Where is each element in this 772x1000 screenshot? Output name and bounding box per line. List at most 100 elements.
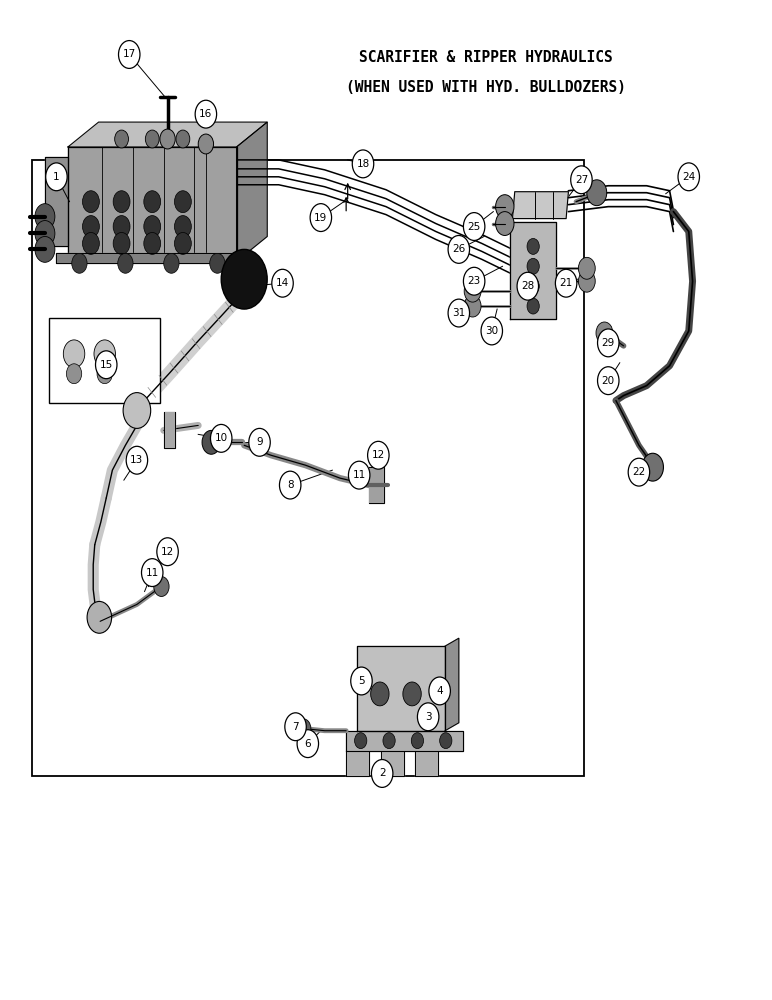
Circle shape — [527, 258, 540, 274]
Polygon shape — [510, 222, 556, 319]
Text: (WHEN USED WITH HYD. BULLDOZERS): (WHEN USED WITH HYD. BULLDOZERS) — [346, 80, 625, 95]
Circle shape — [598, 367, 619, 395]
Polygon shape — [357, 646, 445, 731]
Circle shape — [403, 682, 422, 706]
Circle shape — [157, 538, 178, 566]
Text: 27: 27 — [575, 175, 588, 185]
Circle shape — [354, 733, 367, 749]
Circle shape — [439, 733, 452, 749]
Text: 4: 4 — [436, 686, 443, 696]
Text: 12: 12 — [371, 450, 385, 460]
Circle shape — [464, 295, 481, 317]
Circle shape — [141, 559, 163, 587]
Circle shape — [642, 453, 663, 481]
Text: 3: 3 — [425, 712, 432, 722]
Circle shape — [115, 130, 128, 148]
Text: 29: 29 — [601, 338, 615, 348]
Circle shape — [578, 257, 595, 279]
Polygon shape — [369, 467, 384, 503]
Circle shape — [94, 340, 116, 368]
Circle shape — [118, 253, 133, 273]
Circle shape — [35, 236, 55, 262]
Circle shape — [429, 677, 450, 705]
Text: 6: 6 — [304, 739, 311, 749]
Circle shape — [35, 221, 55, 246]
Circle shape — [176, 130, 190, 148]
Text: 23: 23 — [468, 276, 481, 286]
Circle shape — [310, 204, 332, 231]
Polygon shape — [164, 412, 175, 448]
Circle shape — [596, 322, 613, 344]
Circle shape — [279, 471, 301, 499]
Circle shape — [164, 253, 179, 273]
Text: 1: 1 — [53, 172, 59, 182]
Circle shape — [174, 232, 191, 254]
Circle shape — [126, 446, 147, 474]
Circle shape — [371, 682, 389, 706]
Polygon shape — [513, 192, 568, 219]
Circle shape — [174, 216, 191, 237]
Circle shape — [198, 134, 214, 154]
Text: 8: 8 — [287, 480, 293, 490]
Text: 22: 22 — [632, 467, 645, 477]
Text: 20: 20 — [601, 376, 615, 386]
Circle shape — [210, 253, 225, 273]
Circle shape — [123, 393, 151, 428]
Circle shape — [463, 213, 485, 240]
Text: 14: 14 — [276, 278, 290, 288]
Circle shape — [628, 458, 650, 486]
Polygon shape — [45, 157, 68, 246]
Text: 16: 16 — [199, 109, 212, 119]
Circle shape — [35, 204, 55, 230]
Circle shape — [371, 760, 393, 787]
Polygon shape — [56, 253, 232, 263]
Circle shape — [195, 100, 217, 128]
Circle shape — [113, 191, 130, 213]
Text: 30: 30 — [486, 326, 499, 336]
Circle shape — [174, 191, 191, 213]
Text: 19: 19 — [314, 213, 327, 223]
Circle shape — [527, 238, 540, 254]
Text: 24: 24 — [682, 172, 696, 182]
Circle shape — [348, 461, 370, 489]
Circle shape — [66, 364, 82, 384]
Circle shape — [272, 269, 293, 297]
Circle shape — [571, 166, 592, 194]
Text: 10: 10 — [215, 433, 228, 443]
Circle shape — [87, 601, 112, 633]
Polygon shape — [346, 731, 462, 751]
Circle shape — [297, 730, 319, 758]
Circle shape — [587, 180, 607, 206]
Text: 7: 7 — [293, 722, 299, 732]
Text: 5: 5 — [358, 676, 365, 686]
Circle shape — [202, 430, 221, 454]
Circle shape — [96, 351, 117, 379]
Circle shape — [296, 719, 311, 739]
Circle shape — [555, 269, 577, 297]
Text: 25: 25 — [468, 222, 481, 232]
Text: 18: 18 — [357, 159, 370, 169]
Circle shape — [517, 272, 539, 300]
Text: 2: 2 — [379, 768, 385, 778]
Polygon shape — [445, 638, 459, 731]
Circle shape — [578, 270, 595, 292]
Circle shape — [481, 317, 503, 345]
Polygon shape — [381, 751, 404, 776]
Circle shape — [113, 216, 130, 237]
Text: 13: 13 — [130, 455, 144, 465]
Circle shape — [113, 232, 130, 254]
Circle shape — [83, 232, 100, 254]
Polygon shape — [346, 751, 369, 776]
Text: 15: 15 — [100, 360, 113, 370]
Circle shape — [249, 428, 270, 456]
Circle shape — [496, 212, 514, 235]
Circle shape — [144, 216, 161, 237]
Text: SCARIFIER & RIPPER HYDRAULICS: SCARIFIER & RIPPER HYDRAULICS — [359, 50, 612, 65]
Circle shape — [418, 703, 439, 731]
Circle shape — [83, 216, 100, 237]
Text: 11: 11 — [353, 470, 366, 480]
Circle shape — [411, 733, 424, 749]
Circle shape — [211, 424, 232, 452]
Circle shape — [598, 329, 619, 357]
Circle shape — [448, 299, 469, 327]
